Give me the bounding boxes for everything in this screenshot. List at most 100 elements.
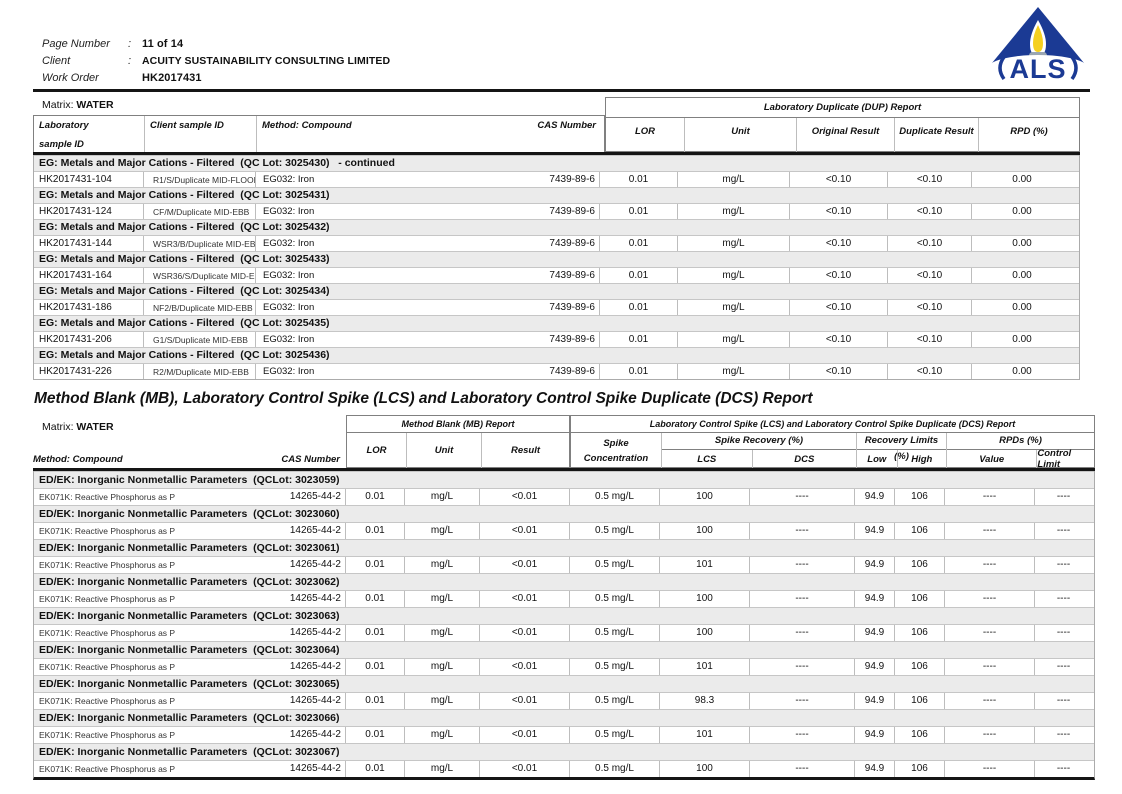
spike-label-line1: Spike — [603, 438, 629, 449]
mb-data-row: EK071K: Reactive Phosphorus as P 14265-44… — [34, 624, 1094, 641]
cell-low: 94.9 — [854, 489, 894, 505]
cell-cas-number: 14265-44-2 — [289, 627, 341, 638]
matrix-label-mb: Matrix: WATER — [42, 421, 114, 433]
cell-lor: 0.01 — [345, 659, 404, 675]
col-control-limit: Control Limit — [1036, 448, 1094, 470]
col-value: Value — [979, 453, 1005, 465]
dup-data-row: HK2017431-144 WSR3/B/Duplicate MID-EBB EG0… — [34, 235, 1079, 251]
col-lor: LOR — [634, 125, 656, 137]
cell-cas-number: 14265-44-2 — [289, 559, 341, 570]
header-row-client: Client : ACUITY SUSTAINABILITY CONSULTIN… — [42, 53, 390, 70]
cell-cas-number: 14265-44-2 — [289, 593, 341, 604]
cell-dcs: ---- — [749, 591, 854, 607]
cell-method-compound: EK071K: Reactive Phosphorus as P — [39, 696, 176, 706]
cell-spike-concentration: 0.5 mg/L — [569, 659, 659, 675]
cell-lcs: 100 — [659, 489, 749, 505]
cell-method-cas: EK071K: Reactive Phosphorus as P 14265-44… — [34, 523, 345, 539]
col-unit: Unit — [406, 433, 481, 468]
mb-data-row: EK071K: Reactive Phosphorus as P 14265-44… — [34, 556, 1094, 573]
cell-unit: mg/L — [404, 625, 479, 641]
cell-lor: 0.01 — [599, 172, 677, 187]
mb-header-rule — [33, 468, 1095, 471]
colon — [128, 70, 142, 87]
dup-data-row: HK2017431-226 R2/M/Duplicate MID-EBB EG032… — [34, 363, 1079, 379]
cell-method-compound: EK071K: Reactive Phosphorus as P — [39, 560, 176, 570]
dup-span-box: Laboratory Duplicate (DUP) Report LOR Un… — [605, 97, 1080, 152]
dup-data-row: HK2017431-186 NF2/B/Duplicate MID-EBB EG03… — [34, 299, 1079, 315]
cell-lor: 0.01 — [345, 591, 404, 607]
cell-spike-concentration: 0.5 mg/L — [569, 727, 659, 743]
cell-lor: 0.01 — [599, 364, 677, 379]
cell-rpd: 0.00 — [971, 332, 1072, 347]
header-separator-line — [33, 89, 1090, 92]
cell-original-result: <0.10 — [789, 300, 887, 315]
col-method-compound: Method: Compound — [256, 116, 479, 152]
mb-data-row: EK071K: Reactive Phosphorus as P 14265-44… — [34, 692, 1094, 709]
cell-value: ---- — [944, 591, 1034, 607]
cell-method-compound: EG032: Iron — [255, 268, 478, 283]
cell-value: ---- — [944, 557, 1034, 573]
qc-lot-section-header: ED/EK: Inorganic Nonmetallic Parameters … — [34, 505, 1094, 522]
cell-cas-number: 7439-89-6 — [549, 206, 595, 217]
cell-low: 94.9 — [854, 591, 894, 607]
cell-method-compound: EK071K: Reactive Phosphorus as P — [39, 662, 176, 672]
col-rpd: RPD (%) — [978, 118, 1079, 152]
cell-lcs: 101 — [659, 727, 749, 743]
cell-control-limit: ---- — [1034, 523, 1092, 539]
mb-left-header-labels: Method: Compound CAS Number — [33, 454, 340, 465]
cell-spike-concentration: 0.5 mg/L — [569, 761, 659, 777]
cell-cas-number: 7439-89-6 — [549, 366, 595, 377]
cell-lcs: 101 — [659, 659, 749, 675]
cell-client-sample-id: CF/M/Duplicate MID-EBB — [143, 204, 255, 219]
qc-lot-section-header: ED/EK: Inorganic Nonmetallic Parameters … — [34, 471, 1094, 488]
col-lab-sample-id: Laboratory sample ID — [34, 116, 144, 152]
mb-data-row: EK071K: Reactive Phosphorus as P 14265-44… — [34, 658, 1094, 675]
cell-lcs: 100 — [659, 523, 749, 539]
qc-lot-section-header: ED/EK: Inorganic Nonmetallic Parameters … — [34, 675, 1094, 692]
cell-high: 106 — [894, 625, 944, 641]
mb-table-body: ED/EK: Inorganic Nonmetallic Parameters … — [33, 471, 1095, 780]
cell-client-sample-id: NF2/B/Duplicate MID-EBB — [143, 300, 255, 315]
cell-low: 94.9 — [854, 659, 894, 675]
dup-header-rule — [33, 152, 1080, 155]
cell-lor: 0.01 — [345, 523, 404, 539]
qc-lot-section-header: EG: Metals and Major Cations - Filtered … — [34, 155, 1079, 171]
cell-method-cas: EK071K: Reactive Phosphorus as P 14265-44… — [34, 489, 345, 505]
cell-low: 94.9 — [854, 625, 894, 641]
cell-method-compound: EG032: Iron — [255, 332, 478, 347]
col-cas-number: CAS Number — [537, 120, 596, 131]
page-number-value: 11 of 14 — [142, 38, 184, 50]
mb-span-header: Method Blank (MB) Report — [347, 416, 569, 433]
cell-control-limit: ---- — [1034, 489, 1092, 505]
cell-spike-concentration: 0.5 mg/L — [569, 625, 659, 641]
col-result: Result — [481, 433, 569, 468]
cell-high: 106 — [894, 523, 944, 539]
cell-rpd: 0.00 — [971, 268, 1072, 283]
cell-lab-sample-id: HK2017431-104 — [39, 174, 112, 185]
cell-result: <0.01 — [479, 659, 569, 675]
col-dcs: DCS — [751, 450, 856, 468]
cell-dcs: ---- — [749, 489, 854, 505]
cell-duplicate-result: <0.10 — [887, 300, 971, 315]
cell-spike-concentration: 0.5 mg/L — [569, 591, 659, 607]
cell-result: <0.01 — [479, 727, 569, 743]
cell-client-sample-id: WSR36/S/Duplicate MID-EBB — [143, 268, 255, 283]
cell-lcs: 100 — [659, 591, 749, 607]
mb-data-row: EK071K: Reactive Phosphorus as P 14265-44… — [34, 760, 1094, 777]
cell-value: ---- — [944, 693, 1034, 709]
col-method-compound: Method: Compound — [33, 454, 123, 465]
cell-original-result: <0.10 — [789, 204, 887, 219]
cell-method-compound: EG032: Iron — [255, 204, 478, 219]
cell-spike-concentration: 0.5 mg/L — [569, 693, 659, 709]
qc-lot-section-header: EG: Metals and Major Cations - Filtered … — [34, 315, 1079, 331]
mb-data-row: EK071K: Reactive Phosphorus as P 14265-44… — [34, 726, 1094, 743]
mb-lcs-table: Matrix: WATER Method: Compound CAS Numbe… — [33, 415, 1095, 780]
cell-lab-sample-id: HK2017431-186 — [39, 302, 112, 313]
cell-unit: mg/L — [677, 300, 789, 315]
cell-method-cas: EK071K: Reactive Phosphorus as P 14265-44… — [34, 591, 345, 607]
qc-lot-section-header: EG: Metals and Major Cations - Filtered … — [34, 347, 1079, 363]
cell-method-compound: EG032: Iron — [255, 300, 478, 315]
cell-lor: 0.01 — [345, 557, 404, 573]
cell-high: 106 — [894, 727, 944, 743]
cell-client-sample-id: WSR3/B/Duplicate MID-EBB — [143, 236, 255, 251]
